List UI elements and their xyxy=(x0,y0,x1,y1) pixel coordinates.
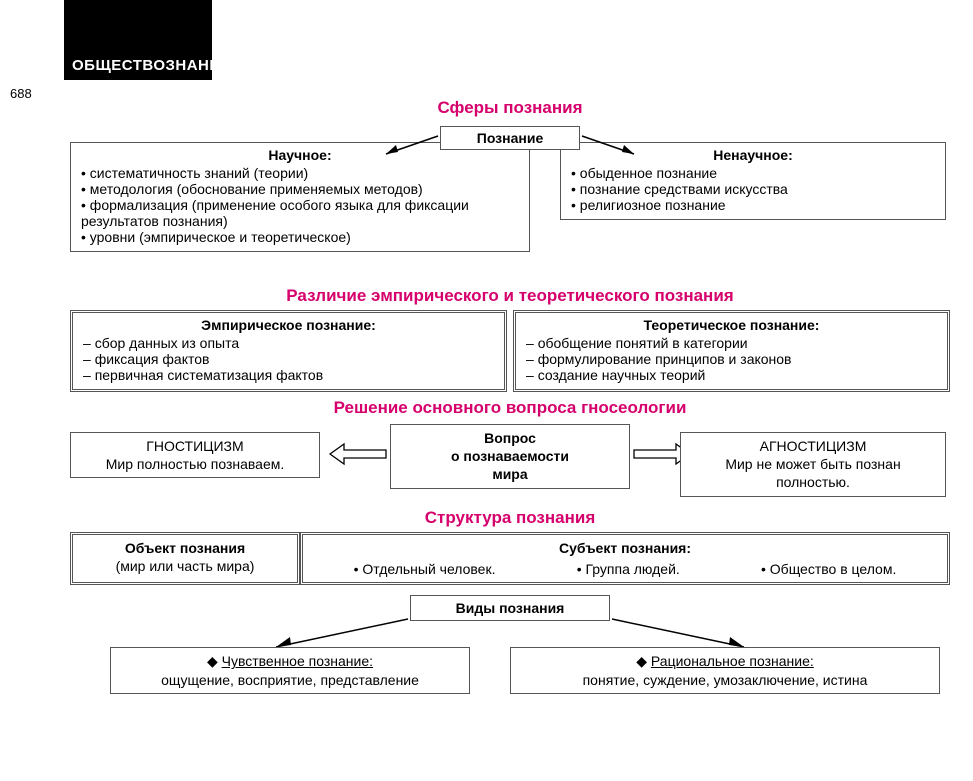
section3-left-title: ГНОСТИЦИЗМ xyxy=(81,437,309,455)
section5-left-box: ◆ Чувственное познание: ощущение, воспри… xyxy=(110,647,470,693)
section3-left-text: Мир полностью познаваем. xyxy=(81,455,309,473)
section4-right-title: Субъект познания: xyxy=(313,539,937,557)
list-item: познание средствами искусства xyxy=(571,181,935,197)
section1-right-list: обыденное познание познание средствами и… xyxy=(571,165,935,213)
section3-center-l1: Вопрос xyxy=(401,429,619,447)
arrow-open-left-icon xyxy=(328,440,388,470)
section5-right-text: понятие, суждение, умозаключение, истина xyxy=(521,671,929,689)
section3-center-box: Вопрос о познаваемости мира xyxy=(390,424,630,489)
section3-right-box: АГНОСТИЦИЗМ Мир не может быть познан пол… xyxy=(680,432,946,497)
section5-right-title: ◆ Рациональное познание: xyxy=(521,652,929,670)
section1-diagram: Познание Научное: систематичность знаний… xyxy=(70,122,950,280)
section3-diagram: ГНОСТИЦИЗМ Мир полностью познаваем. Вопр… xyxy=(70,422,950,502)
section4-right-box: Субъект познания: • Отдельный человек. •… xyxy=(300,532,950,585)
section2-right-title: Теоретическое познание: xyxy=(526,317,937,333)
section5-left-text: ощущение, восприятие, представление xyxy=(121,671,459,689)
list-item: формализация (применение особого языка д… xyxy=(81,197,519,229)
section4-left-box: Объект познания (мир или часть мира) xyxy=(70,532,300,585)
arrow-right-icon xyxy=(580,130,640,160)
section2-right-box: Теоретическое познание: обобщение поняти… xyxy=(513,310,950,392)
section4-title: Структура познания xyxy=(70,508,950,528)
page-content: Сферы познания Познание Научное: система… xyxy=(70,92,950,705)
section3-right-text: Мир не может быть познан полностью. xyxy=(691,455,935,491)
arrow-diag-left-icon xyxy=(270,617,410,651)
section5-center-box: Виды познания xyxy=(410,595,610,621)
section3-center-l3: мира xyxy=(401,465,619,483)
section5-diagram: Виды познания ◆ Чувственное познание: ощ… xyxy=(70,595,950,705)
list-item: уровни (эмпирическое и теоретическое) xyxy=(81,229,519,245)
section5-right-box: ◆ Рациональное познание: понятие, сужден… xyxy=(510,647,940,693)
list-item: • Общество в целом. xyxy=(761,560,896,578)
section5-left-title: ◆ Чувственное познание: xyxy=(121,652,459,670)
section2-left-box: Эмпирическое познание: сбор данных из оп… xyxy=(70,310,507,392)
list-item: • Группа людей. xyxy=(577,560,680,578)
section1-title: Сферы познания xyxy=(70,98,950,118)
section3-left-box: ГНОСТИЦИЗМ Мир полностью познаваем. xyxy=(70,432,320,478)
section2-right-list: обобщение понятий в категории формулиров… xyxy=(526,335,937,383)
subject-label: ОБЩЕСТВОЗНАНИЕ xyxy=(72,57,231,74)
list-item: создание научных теорий xyxy=(526,367,937,383)
list-item: обобщение понятий в категории xyxy=(526,335,937,351)
list-item: методология (обоснование применяемых мет… xyxy=(81,181,519,197)
section4-left-title: Объект познания xyxy=(83,539,287,557)
section3-center-l2: о познаваемости xyxy=(401,447,619,465)
section1-center-node: Познание xyxy=(440,126,580,150)
arrow-diag-right-icon xyxy=(610,617,750,651)
list-item: систематичность знаний (теории) xyxy=(81,165,519,181)
list-item: сбор данных из опыта xyxy=(83,335,494,351)
section1-left-list: систематичность знаний (теории) методоло… xyxy=(81,165,519,245)
section2-title: Различие эмпирического и теоретического … xyxy=(70,286,950,306)
subject-header: ОБЩЕСТВОЗНАНИЕ xyxy=(64,0,212,80)
section2-left-list: сбор данных из опыта фиксация фактов пер… xyxy=(83,335,494,383)
list-item: религиозное познание xyxy=(571,197,935,213)
list-item: обыденное познание xyxy=(571,165,935,181)
section1-left-box: Научное: систематичность знаний (теории)… xyxy=(70,142,530,252)
list-item: формулирование принципов и законов xyxy=(526,351,937,367)
list-item: фиксация фактов xyxy=(83,351,494,367)
list-item: первичная систематизация фактов xyxy=(83,367,494,383)
section4-left-text: (мир или часть мира) xyxy=(83,557,287,575)
section3-right-title: АГНОСТИЦИЗМ xyxy=(691,437,935,455)
section4-diagram: Объект познания (мир или часть мира) Суб… xyxy=(70,532,950,585)
section4-right-row: • Отдельный человек. • Группа людей. • О… xyxy=(313,560,937,578)
section2-left-title: Эмпирическое познание: xyxy=(83,317,494,333)
list-item: • Отдельный человек. xyxy=(354,560,496,578)
section3-title: Решение основного вопроса гносеологии xyxy=(70,398,950,418)
arrow-left-icon xyxy=(380,130,440,160)
page-number: 688 xyxy=(10,86,32,101)
section2-diagram: Эмпирическое познание: сбор данных из оп… xyxy=(70,310,950,392)
